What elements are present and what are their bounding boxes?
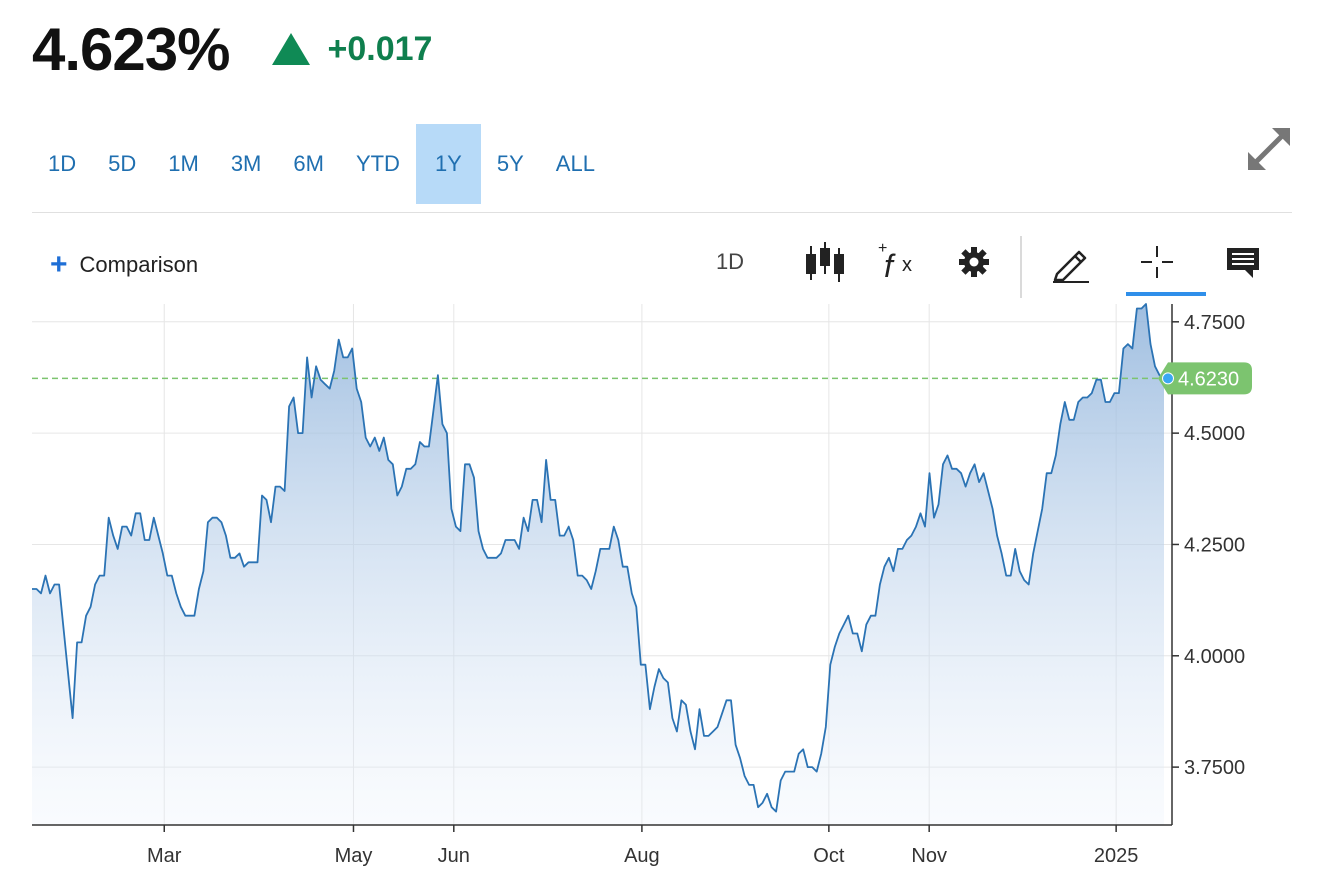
gear-icon[interactable] <box>952 236 996 288</box>
range-tab-6m[interactable]: 6M <box>293 151 324 176</box>
range-tab-1d[interactable]: 1D <box>48 151 77 176</box>
x-axis-labels: Mar May Jun Aug Oct Nov 2025 <box>147 845 1138 867</box>
quote-header: 4.623% +0.017 <box>32 14 432 84</box>
pencil-icon[interactable] <box>1048 236 1094 288</box>
candlestick-icon[interactable] <box>800 236 850 288</box>
last-value-marker: 4.6230 <box>1158 362 1252 395</box>
x-tick-label: May <box>335 845 373 867</box>
change-value: +0.017 <box>327 29 433 68</box>
interval-button[interactable]: 1D <box>715 249 745 274</box>
y-tick-label: 4.7500 <box>1184 312 1245 334</box>
comparison-label: Comparison <box>79 252 199 277</box>
x-tick-label: Nov <box>911 845 947 867</box>
svg-text:+: + <box>878 240 887 257</box>
range-tab-1m[interactable]: 1M <box>168 151 199 176</box>
range-tab-5d[interactable]: 5D <box>108 151 137 176</box>
x-tick-label: 2025 <box>1094 845 1139 867</box>
toolbar-separator <box>1020 236 1022 298</box>
header-divider <box>32 212 1292 213</box>
x-tick-label: Aug <box>624 845 660 867</box>
last-value-dot <box>1162 372 1174 385</box>
x-tick-label: Oct <box>813 845 845 867</box>
active-tool-indicator <box>1126 292 1206 296</box>
y-axis-labels: 4.7500 4.5000 4.2500 4.0000 3.7500 <box>1184 312 1245 779</box>
comment-icon[interactable] <box>1220 236 1266 288</box>
x-tick-label: Mar <box>147 845 182 867</box>
y-tick-label: 3.7500 <box>1184 757 1245 779</box>
y-tick-label: 4.5000 <box>1184 423 1245 445</box>
range-tab-5y[interactable]: 5Y <box>496 151 524 176</box>
range-tab-ytd[interactable]: YTD <box>355 151 400 176</box>
price-value: 4.623% <box>32 15 230 83</box>
expand-icon[interactable] <box>1242 122 1296 176</box>
last-value-badge <box>1158 362 1252 395</box>
last-value-label: 4.6230 <box>1178 368 1239 390</box>
svg-text:x: x <box>902 254 912 276</box>
y-tick-label: 4.2500 <box>1184 534 1245 556</box>
series-line <box>32 303 1165 813</box>
range-tabs: 1D 5D 1M 3M 6M YTD 1Y 5Y ALL <box>32 124 611 204</box>
plus-icon: + <box>50 248 68 281</box>
crosshair-icon[interactable] <box>1134 236 1180 288</box>
change-indicator: +0.017 <box>271 29 433 69</box>
y-tick-label: 4.0000 <box>1184 646 1245 668</box>
up-arrow-icon <box>271 33 310 65</box>
range-tab-1y[interactable]: 1Y <box>415 124 481 204</box>
x-tick-label: Jun <box>438 845 470 867</box>
comparison-button[interactable]: + Comparison <box>50 250 198 280</box>
range-tab-3m[interactable]: 3M <box>230 151 262 176</box>
range-tab-all[interactable]: ALL <box>555 151 595 176</box>
function-icon[interactable]: + f x <box>874 236 924 288</box>
